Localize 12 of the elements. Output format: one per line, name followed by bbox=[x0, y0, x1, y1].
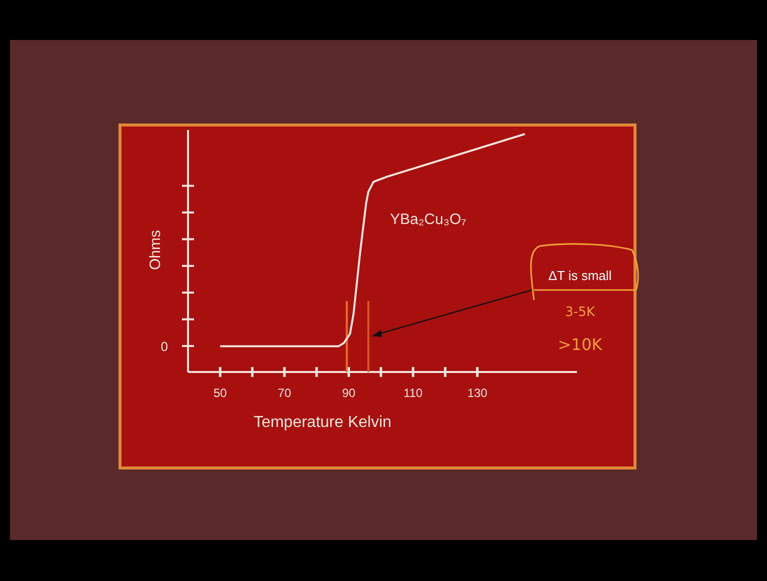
x-tick-label: 130 bbox=[467, 386, 488, 400]
x-tick-label: 90 bbox=[342, 386, 356, 400]
y-axis-title: Ohms bbox=[147, 230, 164, 270]
x-axis-title: Temperature Kelvin bbox=[254, 414, 392, 431]
text: 0 bbox=[160, 339, 168, 354]
annotation: 3-5K bbox=[565, 305, 596, 320]
annotation: ΔT is small bbox=[548, 268, 612, 283]
annotation: >10K bbox=[558, 335, 603, 354]
x-tick-label: 70 bbox=[278, 386, 292, 400]
x-tick-label: 50 bbox=[213, 386, 228, 400]
annotation: YBa₂Cu₃O₇ bbox=[390, 211, 466, 228]
x-tick-label: 110 bbox=[403, 386, 423, 400]
